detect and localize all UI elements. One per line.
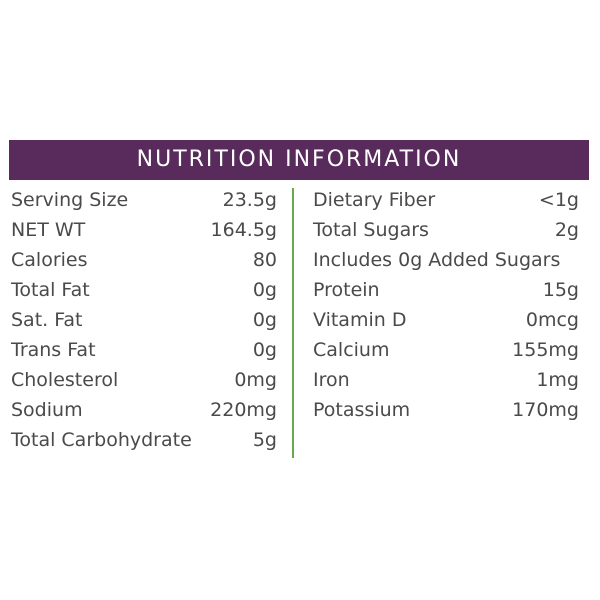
nutrient-label: NET WT — [11, 219, 86, 241]
nutrient-value: 5g — [252, 429, 277, 451]
nutrient-label: Iron — [313, 369, 350, 391]
nutrition-panel: NUTRITION INFORMATION Serving Size 23.5g… — [9, 140, 589, 470]
nutrient-value: 2g — [554, 219, 579, 241]
nutrient-value: 164.5g — [210, 219, 277, 241]
nutrient-row-calcium: Calcium 155mg — [313, 335, 579, 365]
nutrient-value: <1g — [538, 189, 579, 211]
nutrient-row-iron: Iron 1mg — [313, 365, 579, 395]
nutrient-label: Sodium — [11, 399, 83, 421]
nutrient-row-net-wt: NET WT 164.5g — [11, 215, 277, 245]
nutrient-row-total-carbohydrate: Total Carbohydrate 5g — [11, 425, 277, 455]
nutrient-label: Dietary Fiber — [313, 189, 436, 211]
nutrient-row-dietary-fiber: Dietary Fiber <1g — [313, 185, 579, 215]
nutrient-value: 23.5g — [222, 189, 277, 211]
nutrient-label: Includes 0g Added Sugars — [313, 249, 561, 271]
nutrient-value: 0g — [252, 279, 277, 301]
nutrient-value: 1mg — [536, 369, 579, 391]
nutrient-label: Potassium — [313, 399, 411, 421]
nutrient-value: 170mg — [512, 399, 579, 421]
nutrient-row-potassium: Potassium 170mg — [313, 395, 579, 425]
nutrient-label: Sat. Fat — [11, 309, 83, 331]
nutrient-row-sodium: Sodium 220mg — [11, 395, 277, 425]
nutrient-value: 0mcg — [525, 309, 579, 331]
nutrient-column-left: Serving Size 23.5g NET WT 164.5g Calorie… — [11, 185, 277, 455]
nutrition-header: NUTRITION INFORMATION — [9, 140, 589, 180]
nutrient-row-total-fat: Total Fat 0g — [11, 275, 277, 305]
nutrient-value: 0g — [252, 339, 277, 361]
nutrient-row-sat-fat: Sat. Fat 0g — [11, 305, 277, 335]
nutrient-label: Calories — [11, 249, 88, 271]
nutrient-row-calories: Calories 80 — [11, 245, 277, 275]
nutrient-value: 0mg — [234, 369, 277, 391]
nutrient-value: 0g — [252, 309, 277, 331]
nutrient-row-added-sugars: Includes 0g Added Sugars — [313, 245, 579, 275]
nutrient-column-right: Dietary Fiber <1g Total Sugars 2g Includ… — [313, 185, 579, 425]
nutrition-title: NUTRITION INFORMATION — [136, 147, 462, 172]
nutrient-label: Serving Size — [11, 189, 129, 211]
nutrient-value: 15g — [542, 279, 579, 301]
nutrient-row-serving-size: Serving Size 23.5g — [11, 185, 277, 215]
nutrient-value: 220mg — [210, 399, 277, 421]
nutrient-label: Vitamin D — [313, 309, 407, 331]
nutrient-row-trans-fat: Trans Fat 0g — [11, 335, 277, 365]
nutrient-value: 155mg — [512, 339, 579, 361]
nutrient-label: Total Fat — [11, 279, 90, 301]
nutrient-value: 80 — [252, 249, 277, 271]
nutrient-label: Cholesterol — [11, 369, 119, 391]
nutrient-row-protein: Protein 15g — [313, 275, 579, 305]
column-divider — [292, 188, 294, 458]
nutrient-label: Calcium — [313, 339, 390, 361]
nutrient-label: Total Sugars — [313, 219, 429, 241]
nutrient-label: Total Carbohydrate — [11, 429, 192, 451]
nutrient-row-cholesterol: Cholesterol 0mg — [11, 365, 277, 395]
nutrient-row-total-sugars: Total Sugars 2g — [313, 215, 579, 245]
nutrient-label: Protein — [313, 279, 380, 301]
nutrient-row-vitamin-d: Vitamin D 0mcg — [313, 305, 579, 335]
nutrient-label: Trans Fat — [11, 339, 96, 361]
